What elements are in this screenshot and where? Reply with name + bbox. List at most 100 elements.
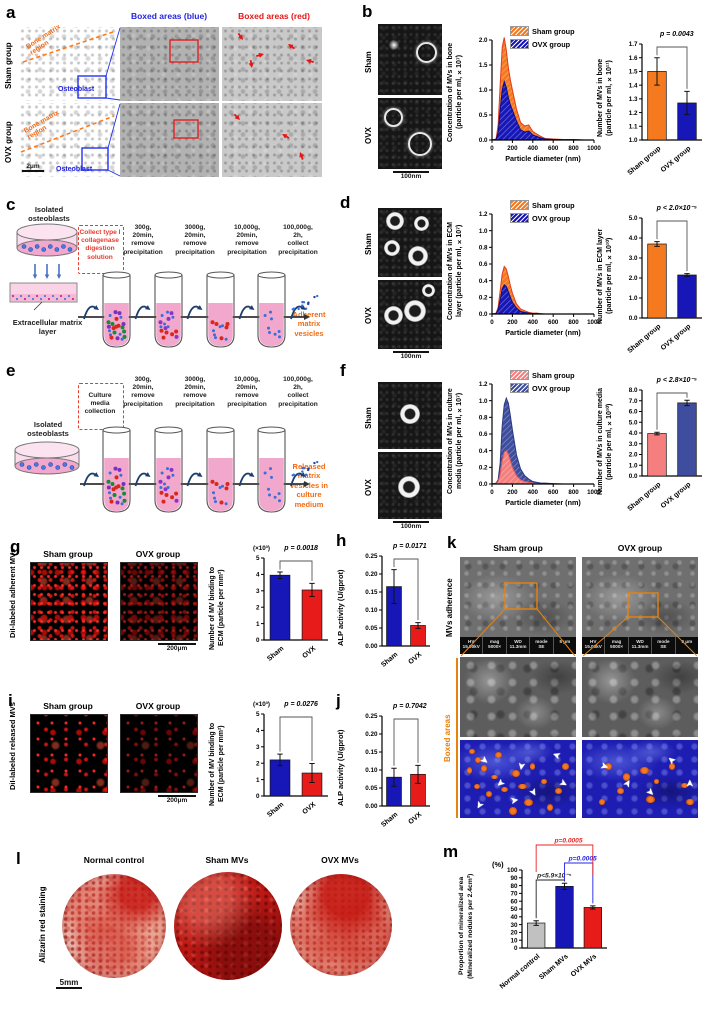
svg-text:p=0.0005: p=0.0005: [568, 856, 597, 863]
panel-a-row-label-ovx: OVX group: [4, 121, 13, 163]
svg-text:1000: 1000: [587, 145, 601, 152]
svg-text:0: 0: [256, 793, 260, 800]
matrix-vesicle-blob: [547, 803, 554, 812]
i-chart-block: Number of MV binding to ECM (particle pe…: [206, 696, 336, 838]
svg-text:0.6: 0.6: [479, 261, 488, 268]
svg-text:5: 5: [256, 555, 260, 562]
f-bar-ylabel: Number of MVs in culture media (particle…: [597, 388, 614, 496]
matrix-vesicle-blob: [653, 779, 660, 784]
l-header-ovx: OVX MVs: [321, 855, 359, 865]
svg-text:1.4: 1.4: [629, 82, 638, 89]
matrix-vesicle-blob: [480, 764, 488, 772]
tem-mv-ecm-sham: [378, 208, 442, 277]
l-header-nc: Normal control: [83, 855, 145, 865]
fluoro-adherent-sham: [30, 562, 108, 641]
matrix-vesicle-blob: [605, 763, 612, 771]
svg-text:0.15: 0.15: [365, 589, 378, 596]
alizarin-well-nc: [62, 874, 166, 978]
b-img-label-ovx: OVX: [364, 127, 373, 145]
legend-label: OVX group: [532, 213, 571, 223]
svg-text:0.20: 0.20: [365, 731, 378, 738]
panel-a-header-blue: Boxed areas (blue): [130, 11, 208, 21]
svg-text:5.0: 5.0: [629, 215, 638, 222]
svg-text:1000: 1000: [587, 319, 601, 326]
arrow-icon: ➤: [516, 761, 528, 771]
svg-text:100: 100: [507, 867, 518, 874]
panel-j-letter: j: [336, 691, 341, 710]
svg-text:1000: 1000: [587, 489, 601, 496]
sem-mode: mode SE: [530, 637, 554, 654]
f-dist-legend: Sham group OVX group: [510, 370, 575, 393]
c-step-1: 300g, 20min, remove precipitation: [123, 224, 163, 256]
i-header-sham: Sham group: [43, 701, 93, 711]
svg-text:0: 0: [490, 489, 494, 496]
svg-text:1.0: 1.0: [479, 398, 488, 405]
tem-mv-bone-sham: [378, 24, 442, 95]
panel-e-letter: e: [6, 361, 16, 380]
b-img-label-sham: Sham: [364, 51, 373, 73]
m-unit: (%): [492, 860, 504, 869]
arrow-icon: ➤: [510, 794, 519, 806]
svg-text:6.0: 6.0: [629, 409, 638, 416]
panel-m-letter: m: [443, 842, 459, 861]
tem-mv-bone-ovx: [378, 98, 442, 169]
svg-text:OVX group: OVX group: [660, 481, 693, 510]
svg-text:0.6: 0.6: [479, 431, 488, 438]
vesicle-donut: [398, 476, 420, 498]
legend-swatch: [510, 39, 529, 49]
svg-text:0.5: 0.5: [479, 112, 488, 119]
k-header-sham: Sham group: [493, 543, 543, 553]
tem-boxed-blue-sham: [120, 27, 219, 101]
b-dist-ylabel: Concentration of MVs in bone (particle p…: [447, 42, 464, 142]
svg-text:800: 800: [568, 319, 579, 326]
svg-text:0.00: 0.00: [365, 803, 378, 810]
svg-text:p = 0.0018: p = 0.0018: [283, 545, 318, 552]
svg-text:4.0: 4.0: [629, 430, 638, 437]
svg-text:1.0: 1.0: [629, 137, 638, 144]
vesicle-ring: [416, 42, 437, 63]
panel-k-letter: k: [447, 533, 457, 552]
svg-text:0.10: 0.10: [365, 607, 378, 614]
f-dist-ylabel: Concentration of MVs in culture media (p…: [447, 388, 464, 494]
matrix-vesicle-blob: [491, 775, 499, 780]
tem-boxed-red-sham: [222, 27, 322, 101]
svg-text:600: 600: [548, 319, 559, 326]
svg-text:70: 70: [510, 891, 518, 898]
k-boxed-bracket-line: [456, 658, 458, 818]
j-bar-chart: 0.00 0.05 0.10 0.15 0.20 0.25 Sham OVX p = 0.704…: [365, 703, 430, 829]
vesicle-donut: [408, 246, 428, 266]
svg-text:Sham group: Sham group: [626, 145, 662, 177]
svg-text:0.05: 0.05: [365, 625, 378, 632]
svg-text:Normal control: Normal control: [499, 953, 542, 990]
sem-info-bar: HV 15.00kV mag 5000× WD 11.3mm mode SE 5…: [460, 637, 576, 654]
j-chart-block: ALP activity (U/gprot) 0.00 0.05 0.10 0.15 0…: [334, 696, 436, 846]
svg-text:0.15: 0.15: [365, 749, 378, 756]
svg-text:p < 2.8×10⁻⁵: p < 2.8×10⁻⁵: [656, 377, 698, 384]
legend-item: OVX group: [510, 213, 575, 223]
g-chart-block: Number of MV binding to ECM (particle pe…: [206, 540, 336, 682]
svg-text:p<5.9×10⁻⁵: p<5.9×10⁻⁵: [536, 873, 572, 880]
svg-text:0.0: 0.0: [479, 137, 488, 144]
svg-text:1.5: 1.5: [479, 62, 488, 69]
vesicle-donut: [384, 240, 400, 256]
legend-item: Sham group: [510, 26, 575, 36]
b-bar-chart-block: Number of MVs in bone (particle per ml, …: [596, 12, 708, 182]
svg-text:Sham MVs: Sham MVs: [538, 953, 570, 981]
svg-text:0.4: 0.4: [479, 448, 488, 455]
k-row-label-boxed: Boxed areas: [443, 714, 452, 762]
g-header-sham: Sham group: [43, 549, 93, 559]
svg-text:600: 600: [548, 489, 559, 496]
matrix-vesicle-blob: [640, 767, 649, 775]
fluoro-released-sham: [30, 714, 108, 793]
k-header-ovx: OVX group: [617, 543, 663, 553]
svg-text:4.0: 4.0: [629, 235, 638, 242]
svg-text:Sham: Sham: [380, 651, 399, 669]
matrix-vesicle-blob: [555, 788, 562, 794]
c-ecm-label: Extracellular matrix layer: [12, 318, 83, 337]
vesicle-ring: [408, 132, 432, 156]
d-dist-legend: Sham group OVX group: [510, 200, 575, 223]
tem-mv-media-ovx: [378, 452, 442, 519]
svg-text:800: 800: [568, 145, 579, 152]
